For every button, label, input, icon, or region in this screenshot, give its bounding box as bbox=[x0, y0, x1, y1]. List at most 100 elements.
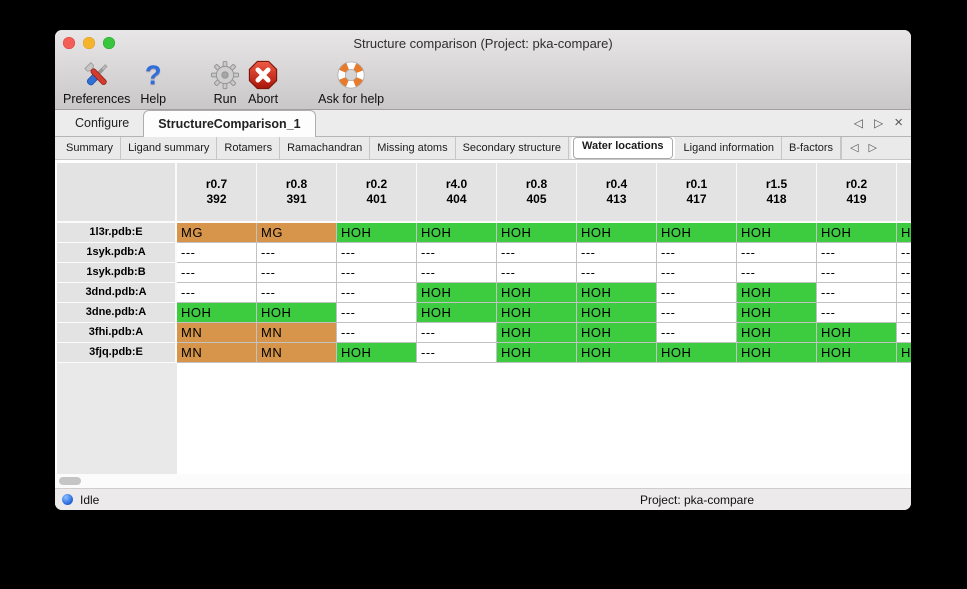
table-cell[interactable]: --- bbox=[657, 243, 737, 263]
table-cell[interactable]: --- bbox=[577, 243, 657, 263]
sub-tab-secondary-structure[interactable]: Secondary structure bbox=[456, 137, 570, 159]
table-cell[interactable]: --- bbox=[657, 323, 737, 343]
table-cell[interactable]: --- bbox=[337, 243, 417, 263]
table-cell[interactable]: HOH bbox=[657, 343, 737, 363]
table-cell[interactable]: --- bbox=[737, 243, 817, 263]
table-cell[interactable]: --- bbox=[897, 283, 911, 303]
help-button[interactable]: ? Help bbox=[140, 59, 166, 106]
sub-tab-water-locations[interactable]: Water locations bbox=[573, 137, 673, 159]
row-header[interactable]: 1syk.pdb:B bbox=[57, 263, 177, 283]
row-header[interactable]: 1l3r.pdb:E bbox=[57, 223, 177, 243]
tab-structurecomparison-1[interactable]: StructureComparison_1 bbox=[143, 110, 316, 137]
tab-scroll-right-icon[interactable]: ▷ bbox=[874, 116, 884, 130]
table-cell[interactable]: HOH bbox=[817, 343, 897, 363]
table-cell[interactable]: --- bbox=[817, 283, 897, 303]
table-cell[interactable]: --- bbox=[337, 263, 417, 283]
table-cell[interactable]: MG bbox=[257, 223, 337, 243]
table-cell[interactable]: --- bbox=[897, 323, 911, 343]
row-header[interactable]: 3fhi.pdb:A bbox=[57, 323, 177, 343]
table-cell[interactable]: --- bbox=[177, 263, 257, 283]
table-cell[interactable]: HOH bbox=[337, 343, 417, 363]
table-cell[interactable]: --- bbox=[417, 263, 497, 283]
tab-close-icon[interactable]: × bbox=[894, 114, 903, 131]
ask-for-help-button[interactable]: Ask for help bbox=[318, 59, 384, 106]
run-button[interactable]: Run bbox=[210, 59, 240, 106]
table-cell[interactable]: --- bbox=[657, 283, 737, 303]
table-cell[interactable]: --- bbox=[657, 263, 737, 283]
table-cell[interactable]: HOH bbox=[417, 223, 497, 243]
column-header[interactable]: r4.0 404 bbox=[417, 163, 497, 223]
table-cell[interactable]: --- bbox=[417, 343, 497, 363]
table-cell[interactable]: --- bbox=[497, 263, 577, 283]
table-cell[interactable]: --- bbox=[817, 263, 897, 283]
table-cell[interactable]: --- bbox=[337, 323, 417, 343]
table-cell[interactable]: HOH bbox=[497, 323, 577, 343]
sub-tab-scroll-right-icon[interactable]: ▷ bbox=[868, 142, 877, 154]
table-cell[interactable]: --- bbox=[257, 283, 337, 303]
table-cell[interactable]: --- bbox=[817, 243, 897, 263]
column-header[interactable]: r0.2 401 bbox=[337, 163, 417, 223]
table-cell[interactable]: HOH bbox=[737, 303, 817, 323]
table-cell[interactable]: --- bbox=[737, 263, 817, 283]
tab-configure[interactable]: Configure bbox=[75, 116, 130, 130]
table-cell[interactable]: HOH bbox=[257, 303, 337, 323]
table-cell[interactable]: --- bbox=[817, 303, 897, 323]
column-header[interactable]: r1.5 418 bbox=[737, 163, 817, 223]
table-cell[interactable]: HOH bbox=[577, 283, 657, 303]
preferences-button[interactable]: Preferences bbox=[63, 59, 130, 106]
table-cell[interactable]: --- bbox=[897, 263, 911, 283]
row-header[interactable]: 3dne.pdb:A bbox=[57, 303, 177, 323]
table-cell[interactable]: --- bbox=[257, 263, 337, 283]
table-cell[interactable]: HOH bbox=[497, 303, 577, 323]
table-cell[interactable]: --- bbox=[177, 243, 257, 263]
column-header[interactable]: r0.1 417 bbox=[657, 163, 737, 223]
table-cell[interactable]: --- bbox=[417, 243, 497, 263]
minimize-window-button[interactable] bbox=[83, 37, 95, 49]
table-cell[interactable]: HOH bbox=[577, 323, 657, 343]
table-cell[interactable]: --- bbox=[657, 303, 737, 323]
zoom-window-button[interactable] bbox=[103, 37, 115, 49]
table-cell[interactable]: HOH bbox=[417, 303, 497, 323]
sub-tab-ligand-summary[interactable]: Ligand summary bbox=[121, 137, 218, 159]
close-window-button[interactable] bbox=[63, 37, 75, 49]
sub-tab-summary[interactable]: Summary bbox=[59, 137, 122, 159]
tab-scroll-left-icon[interactable]: ◁ bbox=[853, 116, 863, 130]
table-cell[interactable]: HOH bbox=[737, 343, 817, 363]
table-cell[interactable]: HOH bbox=[737, 323, 817, 343]
row-header[interactable]: 3dnd.pdb:A bbox=[57, 283, 177, 303]
sub-tab-b-factors[interactable]: B-factors bbox=[782, 137, 842, 159]
sub-tab-ramachandran[interactable]: Ramachandran bbox=[280, 137, 371, 159]
table-cell[interactable]: --- bbox=[497, 243, 577, 263]
row-header[interactable]: 1syk.pdb:A bbox=[57, 243, 177, 263]
table-cell[interactable]: HOH bbox=[897, 223, 911, 243]
table-cell[interactable]: HOH bbox=[497, 283, 577, 303]
table-cell[interactable]: HOH bbox=[897, 343, 911, 363]
table-cell[interactable]: HOH bbox=[577, 303, 657, 323]
table-cell[interactable]: MN bbox=[257, 343, 337, 363]
table-cell[interactable]: HOH bbox=[737, 283, 817, 303]
abort-button[interactable]: Abort bbox=[248, 59, 278, 106]
column-header[interactable]: r0.2 419 bbox=[817, 163, 897, 223]
table-cell[interactable]: --- bbox=[577, 263, 657, 283]
table-cell[interactable]: HOH bbox=[577, 223, 657, 243]
table-cell[interactable]: --- bbox=[337, 303, 417, 323]
horizontal-scrollbar[interactable] bbox=[55, 474, 911, 488]
table-cell[interactable]: HOH bbox=[577, 343, 657, 363]
column-header[interactable]: r0.8 405 bbox=[497, 163, 577, 223]
table-cell[interactable]: MN bbox=[177, 343, 257, 363]
table-cell[interactable]: MN bbox=[257, 323, 337, 343]
scrollbar-thumb[interactable] bbox=[59, 477, 81, 485]
table-cell[interactable]: --- bbox=[897, 243, 911, 263]
column-header[interactable]: r0.7 392 bbox=[177, 163, 257, 223]
column-header[interactable]: r0.8 391 bbox=[257, 163, 337, 223]
table-cell[interactable]: MN bbox=[177, 323, 257, 343]
table-cell[interactable]: --- bbox=[337, 283, 417, 303]
table-cell[interactable]: MG bbox=[177, 223, 257, 243]
column-header[interactable] bbox=[897, 163, 911, 223]
row-header[interactable]: 3fjq.pdb:E bbox=[57, 343, 177, 363]
table-cell[interactable]: --- bbox=[177, 283, 257, 303]
sub-tab-missing-atoms[interactable]: Missing atoms bbox=[370, 137, 456, 159]
column-header[interactable]: r0.4 413 bbox=[577, 163, 657, 223]
title-bar[interactable]: Structure comparison (Project: pka-compa… bbox=[55, 30, 911, 57]
sub-tab-scroll-left-icon[interactable]: ◁ bbox=[850, 142, 859, 154]
